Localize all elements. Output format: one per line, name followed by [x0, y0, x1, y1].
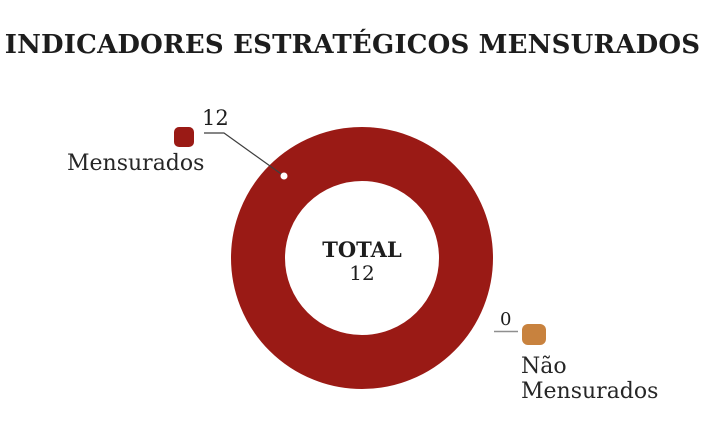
- legend-swatch-nao-mensurados: [522, 324, 546, 345]
- chart-title: INDICADORES ESTRATÉGICOS MENSURADOS: [4, 30, 701, 60]
- legend-value-mensurados: 12: [202, 106, 229, 130]
- legend-swatch-mensurados: [174, 127, 194, 147]
- legend-value-nao-mensurados: 0: [500, 309, 512, 330]
- legend-label-mensurados: Mensurados: [67, 151, 205, 176]
- legend-label-nao-mensurados: Não Mensurados: [521, 354, 659, 404]
- donut-center-label: TOTAL: [322, 236, 402, 262]
- donut-segment-mensurados: TOTAL 12: [231, 127, 493, 389]
- donut-center-value: 12: [349, 261, 375, 286]
- donut-center: TOTAL 12: [285, 185, 439, 339]
